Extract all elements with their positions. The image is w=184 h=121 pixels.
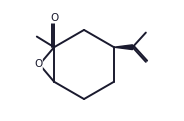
Text: O: O <box>50 13 58 23</box>
Text: O: O <box>34 60 42 69</box>
Polygon shape <box>114 45 132 50</box>
